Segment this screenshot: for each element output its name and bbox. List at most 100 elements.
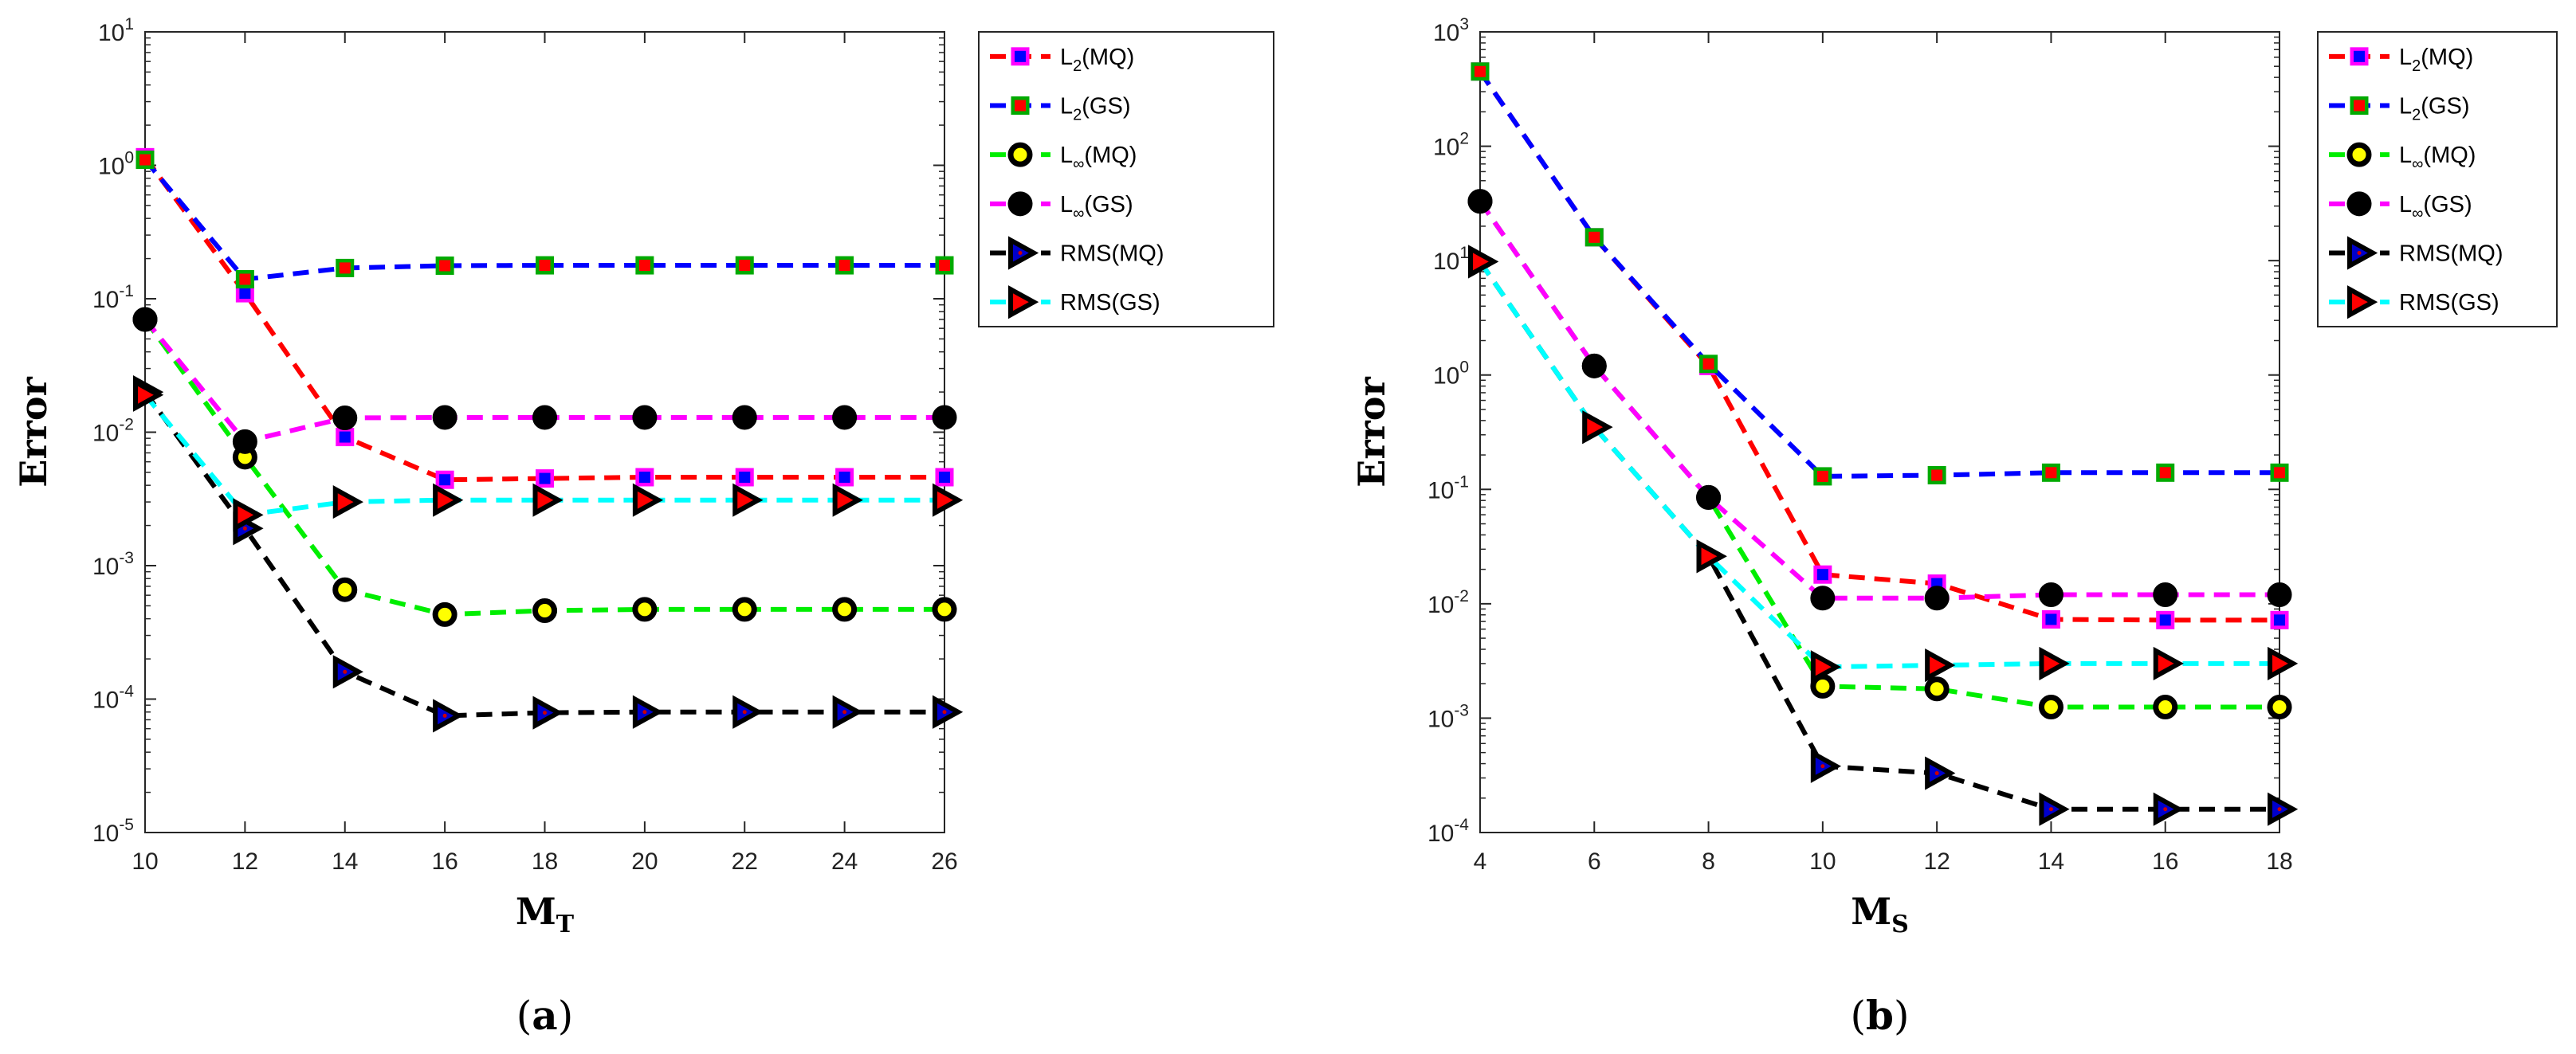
data-point-3: [1810, 586, 1836, 611]
legend-entry: L∞(GS): [2329, 191, 2472, 222]
marker-dot: [543, 711, 547, 715]
marker-inner: [1816, 470, 1828, 482]
legend-label: RMS(GS): [2399, 290, 2499, 315]
legend-entry: RMS(GS): [2329, 285, 2499, 319]
x-axis-title-sub: S: [1891, 911, 1909, 938]
x-tick-label: 10: [1809, 848, 1836, 875]
legend-label: RMS(GS): [1060, 290, 1160, 315]
marker-inner: [2274, 467, 2285, 479]
marker-inner: [439, 260, 451, 272]
marker-inner: [739, 260, 751, 272]
legend-label: RMS(MQ): [2399, 241, 2503, 267]
y-tick-base: 10: [98, 20, 124, 46]
y-tick-exp: 0: [124, 149, 134, 167]
y-tick-label: 10-3: [1427, 701, 1469, 732]
x-axis-title: MS: [1851, 890, 1909, 938]
marker-dot: [642, 710, 647, 715]
data-point-4: [1924, 676, 1950, 702]
y-tick-label: 101: [1433, 244, 1469, 275]
legend-entry: L∞(MQ): [2329, 142, 2476, 173]
y-tick-exp: -1: [119, 282, 134, 300]
y-tick-exp: -2: [119, 416, 134, 434]
marker-inner: [939, 260, 950, 272]
plot-area: [1479, 31, 2280, 833]
y-tick-label: 100: [1433, 359, 1469, 390]
data-point-1: [232, 429, 257, 454]
marker-inner: [838, 471, 850, 483]
y-tick-base: 10: [92, 821, 119, 847]
marker-dot: [1820, 764, 1825, 769]
legend-label: L∞(MQ): [1060, 143, 1137, 173]
series-RMS(GS): [133, 378, 964, 532]
series-L2(GS): [135, 151, 954, 289]
legend-entry: L∞(GS): [990, 191, 1133, 222]
marker-dot: [1820, 664, 1825, 669]
data-point-5: [2039, 646, 2070, 681]
series-L2(GS): [1471, 62, 2289, 486]
series-line: [143, 393, 944, 518]
y-tick-exp: 2: [1459, 130, 1469, 148]
legend-entry: L2(GS): [990, 94, 1130, 124]
data-point-0: [1467, 189, 1493, 214]
y-tick-base: 10: [92, 554, 119, 580]
marker-inner: [539, 472, 551, 484]
marker-inner: [2045, 467, 2057, 479]
data-point-8: [932, 405, 957, 430]
y-tick-base: 10: [92, 287, 119, 313]
y-tick-label: 10-5: [92, 816, 134, 847]
panel-caption-letter: b: [1866, 992, 1894, 1039]
x-axis-title-main: M: [1851, 890, 1891, 933]
marker-inner: [1702, 358, 1714, 370]
marker-inner: [239, 288, 251, 300]
data-point-4: [1924, 586, 1950, 611]
x-tick-label: 12: [1923, 848, 1950, 875]
marker-dot: [842, 710, 847, 715]
x-tick-label: 18: [532, 848, 558, 875]
legend: L2(MQ) L2(GS) L∞(MQ) L∞(GS) RMS(MQ) RMS(GS): [2317, 31, 2558, 327]
y-tick-label: 10-4: [92, 683, 134, 714]
marker-dot: [1018, 251, 1023, 255]
data-point-4: [532, 405, 557, 430]
marker-dot: [442, 498, 447, 503]
y-tick-base: 10: [1433, 135, 1459, 161]
data-point-8: [932, 597, 957, 622]
y-tick-label: 10-1: [1427, 472, 1469, 503]
y-tick-label: 10-2: [1427, 587, 1469, 618]
x-tick-label: 24: [831, 848, 858, 875]
x-tick-label: 14: [2038, 848, 2064, 875]
data-point-3: [432, 405, 457, 430]
marker-inner: [1015, 50, 1026, 62]
legend-entry: RMS(MQ): [990, 236, 1164, 270]
marker-dot: [343, 669, 348, 674]
marker-dot: [942, 498, 947, 503]
data-point-7: [832, 483, 863, 517]
y-tick-label: 10-1: [92, 282, 134, 313]
marker-inner: [339, 262, 351, 274]
data-point-4: [532, 598, 557, 623]
data-point-1: [1581, 353, 1607, 378]
x-tick-label: 14: [332, 848, 358, 875]
y-tick-exp: 0: [1459, 359, 1469, 377]
marker-inner: [1015, 100, 1026, 112]
series-line: [143, 155, 944, 483]
data-point-0: [132, 307, 158, 332]
marker-dot: [1706, 554, 1711, 558]
series-line: [143, 158, 944, 282]
legend-entry: L2(MQ): [990, 45, 1134, 75]
x-axis-title-main: M: [516, 890, 556, 933]
x-tick-label: 10: [132, 848, 158, 875]
marker-dot: [642, 498, 647, 503]
data-point-5: [2038, 582, 2064, 607]
marker-dot: [143, 393, 147, 398]
marker-dot: [2048, 661, 2053, 666]
x-tick-label: 16: [431, 848, 457, 875]
legend-entry: L2(GS): [2329, 94, 2469, 124]
marker-dot: [543, 498, 547, 503]
y-tick-base: 10: [1427, 477, 1454, 503]
data-point-7: [832, 695, 863, 729]
y-tick-label: 10-3: [92, 549, 134, 580]
data-point-7: [2268, 792, 2299, 826]
x-tick-label: 26: [931, 848, 957, 875]
y-tick-base: 10: [1433, 20, 1459, 46]
